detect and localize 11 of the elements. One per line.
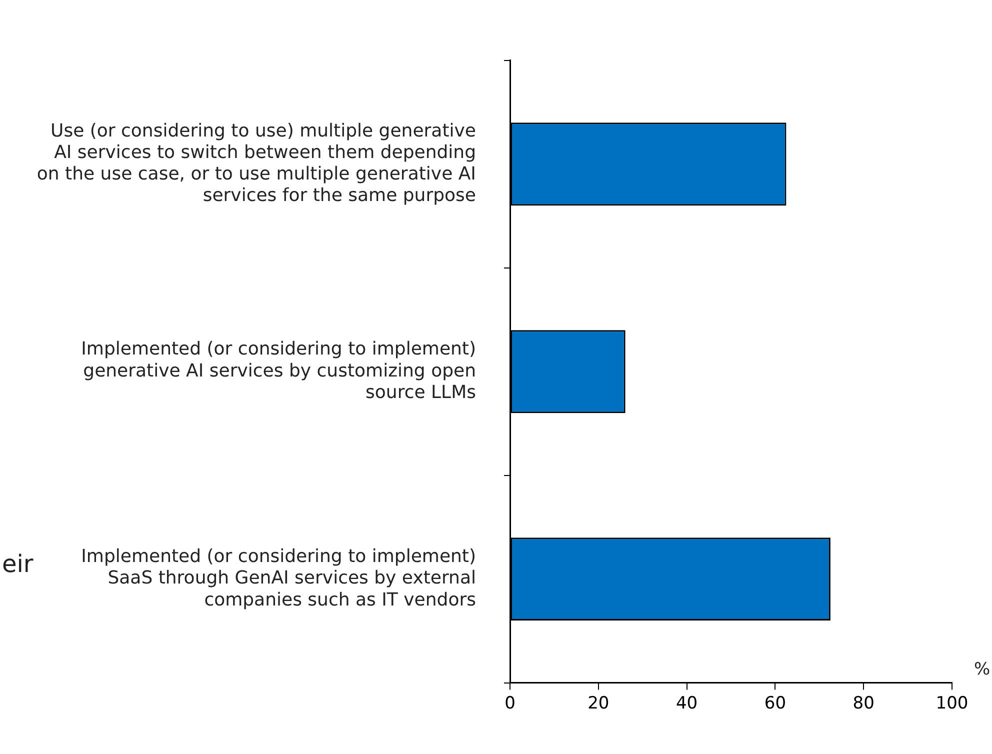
x-tick-label: 20 [588, 693, 610, 714]
x-tick-label: 60 [764, 693, 786, 714]
y-tick-label: Use (or considering to use) multiple generative AI services to switch between them depending on the use case, or to use multiple generative AI services for the same purpose [36, 120, 476, 206]
x-axis-title: % [974, 660, 990, 680]
x-tick-label: 40 [676, 693, 698, 714]
text: eir [2, 550, 34, 578]
y-tick-label: Implemented (or considering to implement) generative AI services by customizing open source LLMs [81, 338, 476, 403]
x-tick-label: 0 [504, 693, 516, 714]
x-tick-label: 80 [852, 693, 874, 714]
y-tick-label: Implemented (or considering to implement) SaaS through GenAI services by external companies such as IT vendors [81, 546, 476, 610]
x-tick-label: 100 [936, 693, 968, 714]
